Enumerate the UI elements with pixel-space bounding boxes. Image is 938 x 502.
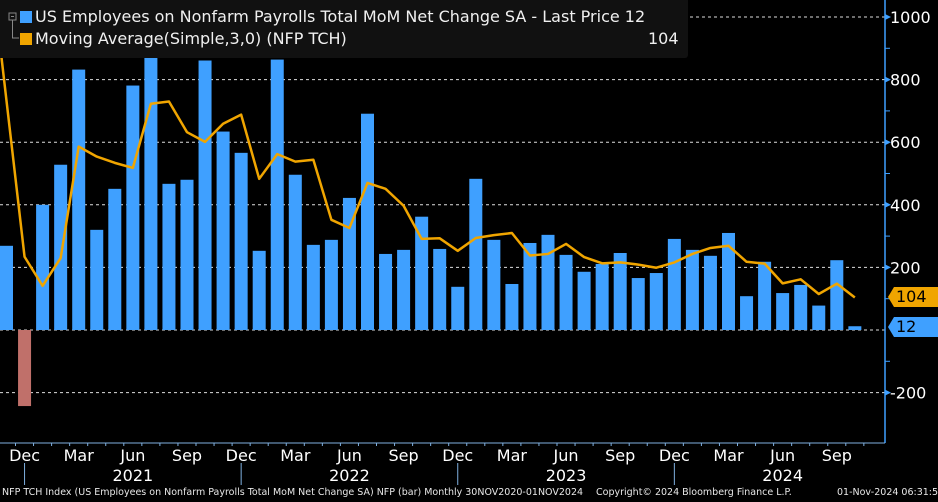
bar xyxy=(848,326,862,330)
y-tick-marker xyxy=(885,389,891,396)
last-value-tag-ma: 104 xyxy=(888,287,938,307)
y-tick-label: -200 xyxy=(890,384,926,403)
bar xyxy=(342,197,356,330)
x-month-label: Mar xyxy=(497,446,528,465)
x-year-label: 2022 xyxy=(329,466,370,485)
footer-source: NFP TCH Index (US Employees on Nonfarm P… xyxy=(2,487,584,498)
bar xyxy=(505,283,519,330)
bar xyxy=(216,131,230,330)
bar xyxy=(108,188,122,330)
bar xyxy=(324,239,338,330)
legend-value-ma: 104 xyxy=(648,29,679,48)
bar xyxy=(54,164,68,330)
x-month-label: Jun xyxy=(336,446,362,465)
y-tick-label: 200 xyxy=(890,258,921,277)
y-tick-label: 1000 xyxy=(890,8,931,27)
bar xyxy=(776,293,790,330)
y-tick-label: 600 xyxy=(890,133,921,152)
x-month-label: Sep xyxy=(172,446,202,465)
footer-copyright: Copyright© 2024 Bloomberg Finance L.P. xyxy=(596,487,792,498)
bar xyxy=(36,204,50,330)
legend-item-ma[interactable]: Moving Average(Simple,3,0) (NFP TCH) xyxy=(20,29,347,48)
x-month-label: Dec xyxy=(9,446,40,465)
legend-swatch-blue xyxy=(20,11,32,23)
bar xyxy=(180,179,194,330)
bar xyxy=(830,260,844,330)
bar xyxy=(18,330,32,407)
x-month-label: Jun xyxy=(769,446,795,465)
bar xyxy=(379,253,393,330)
bar xyxy=(740,296,754,330)
bar xyxy=(667,238,681,330)
x-month-label: Sep xyxy=(605,446,635,465)
y-tick-marker xyxy=(885,139,891,146)
bar xyxy=(306,244,320,330)
bar xyxy=(252,250,266,330)
x-year-label: 2024 xyxy=(762,466,803,485)
bar xyxy=(415,216,429,330)
bar xyxy=(794,284,808,330)
x-month-label: Jun xyxy=(553,446,579,465)
x-month-label: Dec xyxy=(442,446,473,465)
bar xyxy=(288,174,302,330)
y-tick-marker xyxy=(885,264,891,271)
bar xyxy=(90,229,104,330)
legend-label-ma: Moving Average(Simple,3,0) (NFP TCH) xyxy=(35,29,347,48)
legend-collapse-icon[interactable] xyxy=(8,12,20,42)
bar xyxy=(198,60,212,331)
bar xyxy=(234,152,248,330)
x-month-label: Sep xyxy=(389,446,419,465)
bar xyxy=(126,85,140,330)
moving-average-line xyxy=(0,44,856,299)
last-value-tag-bar: 12 xyxy=(888,317,938,337)
bar xyxy=(613,253,627,330)
y-tick-label: 400 xyxy=(890,196,921,215)
x-year-label: 2023 xyxy=(546,466,587,485)
bar xyxy=(270,59,284,331)
x-month-label: Mar xyxy=(64,446,95,465)
legend-swatch-orange xyxy=(20,33,32,45)
bar xyxy=(433,248,447,330)
bar xyxy=(722,232,735,330)
y-tick-marker xyxy=(885,14,891,20)
bar xyxy=(72,69,86,331)
bar xyxy=(577,271,591,330)
x-month-label: Dec xyxy=(659,446,690,465)
bar xyxy=(812,305,826,330)
bar xyxy=(595,263,609,330)
bar xyxy=(758,261,772,330)
bar xyxy=(451,286,465,330)
bar xyxy=(649,273,663,330)
bar xyxy=(559,254,573,330)
bar xyxy=(162,183,176,330)
bar xyxy=(523,242,537,330)
x-month-label: Jun xyxy=(119,446,145,465)
bar xyxy=(703,255,717,330)
y-tick-marker xyxy=(885,76,891,83)
y-tick-marker xyxy=(885,201,891,208)
bar xyxy=(144,0,158,330)
bar xyxy=(685,249,699,330)
bar xyxy=(541,234,555,330)
bar xyxy=(469,178,483,330)
legend-label-bars: US Employees on Nonfarm Payrolls Total M… xyxy=(35,7,646,26)
footer-timestamp: 01-Nov-2024 06:31:56 xyxy=(837,487,938,498)
x-month-label: Mar xyxy=(713,446,744,465)
y-tick-label: 800 xyxy=(890,71,921,90)
bar xyxy=(487,239,501,330)
x-month-label: Mar xyxy=(280,446,311,465)
bar xyxy=(631,278,645,330)
legend: US Employees on Nonfarm Payrolls Total M… xyxy=(0,0,688,58)
bar xyxy=(397,249,411,330)
x-month-label: Dec xyxy=(226,446,257,465)
bar xyxy=(0,245,13,330)
x-year-label: 2021 xyxy=(112,466,153,485)
legend-item-bars[interactable]: US Employees on Nonfarm Payrolls Total M… xyxy=(20,7,645,26)
x-month-label: Sep xyxy=(822,446,852,465)
bar xyxy=(361,113,374,330)
